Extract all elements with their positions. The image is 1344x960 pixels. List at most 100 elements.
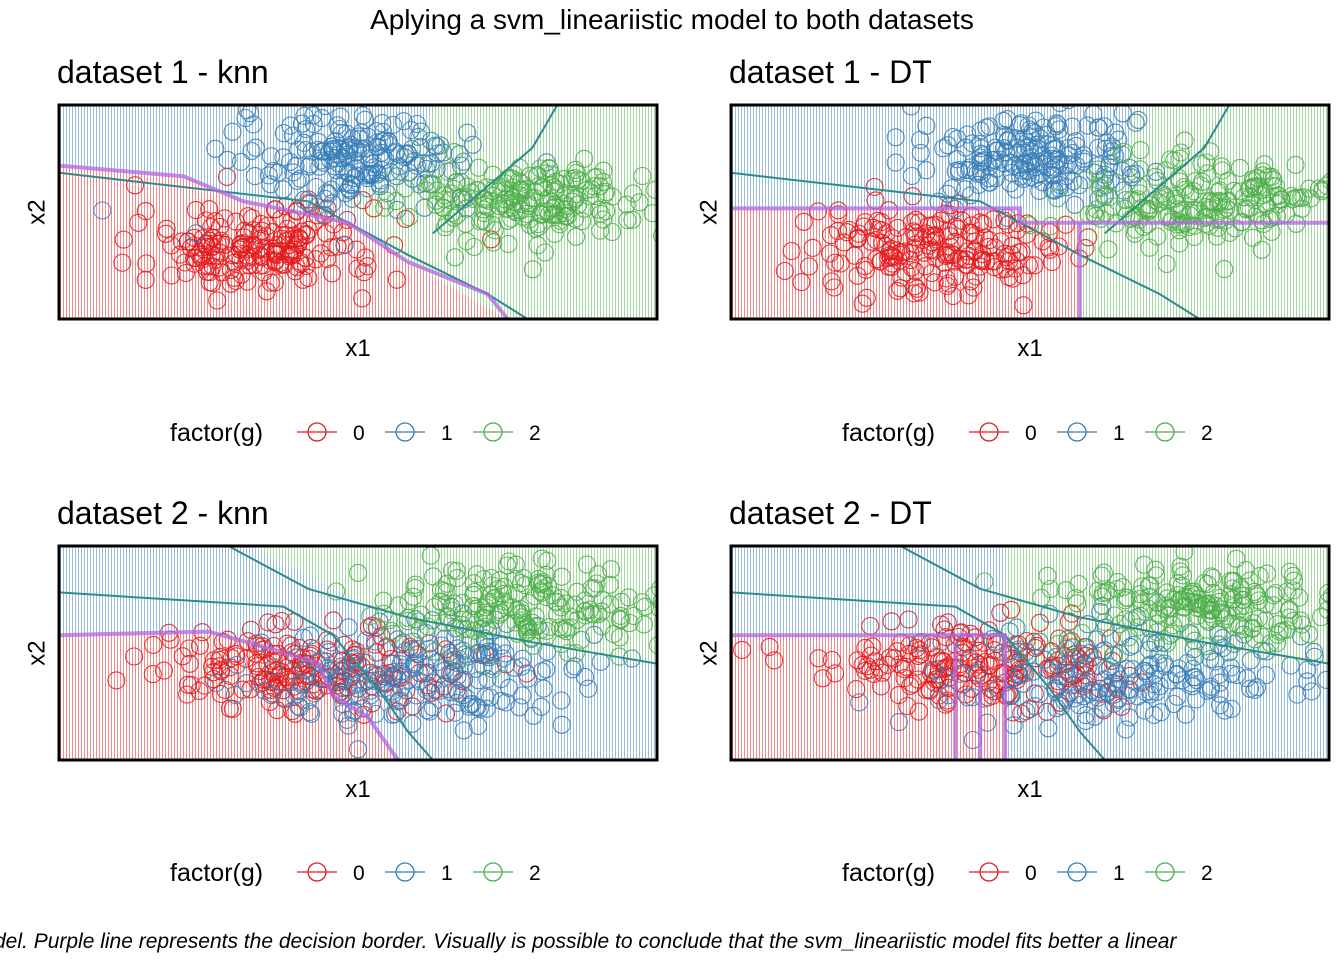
point-class-2 — [361, 607, 380, 626]
point-class-1 — [1118, 686, 1138, 705]
point-class-2 — [1223, 579, 1242, 598]
point-class-1 — [1063, 117, 1082, 136]
point-class-1 — [358, 164, 377, 183]
point-class-2 — [1264, 596, 1283, 615]
point-class-1 — [969, 175, 988, 194]
point-class-2 — [1223, 572, 1242, 591]
point-class-2 — [445, 594, 464, 613]
point-class-1 — [300, 702, 319, 722]
point-class-2 — [471, 212, 490, 231]
point-class-1 — [973, 151, 992, 170]
point-class-2 — [431, 592, 450, 611]
point-class-1 — [469, 671, 488, 690]
point-class-2 — [1339, 626, 1344, 643]
legend-key-circle — [1155, 422, 1175, 442]
point-class-2 — [1231, 616, 1250, 635]
point-class-2 — [1228, 601, 1247, 620]
point-class-1 — [975, 689, 994, 708]
point-class-1 — [1104, 694, 1123, 713]
point-class-2 — [1139, 587, 1158, 606]
point-class-2 — [545, 204, 564, 223]
series-1 — [850, 593, 1329, 750]
legend-label: 2 — [1201, 422, 1213, 445]
point-class-2 — [1209, 218, 1228, 237]
point-class-0 — [889, 686, 908, 705]
point-class-1 — [1201, 649, 1220, 669]
point-class-1 — [474, 656, 493, 676]
point-class-1 — [1074, 146, 1093, 165]
point-class-2 — [495, 190, 514, 209]
point-class-0 — [190, 636, 209, 655]
point-class-0 — [1027, 636, 1046, 655]
point-class-0 — [1002, 245, 1021, 264]
point-class-2 — [349, 563, 368, 582]
point-class-2 — [1244, 614, 1263, 633]
decision-region-class-2 — [1010, 105, 1329, 319]
point-class-2 — [1280, 562, 1299, 581]
point-class-1 — [1039, 719, 1058, 738]
point-class-2 — [645, 586, 657, 605]
point-class-1 — [1074, 105, 1082, 106]
point-class-1 — [1022, 152, 1041, 171]
point-class-2 — [1020, 216, 1039, 235]
point-class-0 — [926, 226, 945, 245]
point-class-0 — [235, 221, 254, 240]
point-class-0 — [822, 650, 841, 670]
point-class-1 — [366, 632, 385, 651]
point-class-1 — [675, 698, 692, 715]
point-class-0 — [922, 638, 941, 657]
point-class-1 — [364, 671, 383, 690]
point-class-1 — [360, 149, 379, 168]
point-class-0 — [775, 261, 794, 281]
point-class-2 — [633, 166, 652, 186]
point-class-1 — [1051, 667, 1070, 686]
point-class-1 — [1055, 156, 1074, 175]
point-class-1 — [513, 649, 532, 668]
point-class-0 — [210, 651, 229, 670]
point-class-2 — [1252, 211, 1272, 230]
point-class-0 — [1002, 600, 1021, 619]
point-class-0 — [822, 272, 841, 291]
point-class-0 — [390, 691, 409, 710]
point-class-2 — [396, 179, 415, 198]
point-class-2 — [1174, 597, 1193, 616]
point-class-1 — [350, 162, 369, 181]
point-class-2 — [1172, 201, 1191, 220]
point-class-2 — [425, 642, 444, 661]
point-class-1 — [1044, 180, 1064, 199]
point-class-2 — [1311, 608, 1329, 627]
point-class-1 — [917, 161, 936, 180]
legend-label: 0 — [1025, 862, 1037, 885]
legend-key-circle — [395, 862, 415, 882]
point-class-1 — [1026, 111, 1045, 130]
point-class-1 — [1227, 665, 1246, 685]
point-class-2 — [533, 177, 552, 197]
point-class-0 — [991, 232, 1010, 251]
point-class-2 — [467, 565, 486, 584]
point-class-1 — [1047, 114, 1066, 133]
point-class-2 — [1148, 227, 1167, 246]
point-class-2 — [1093, 587, 1112, 606]
point-class-0 — [959, 246, 978, 265]
point-class-2 — [1299, 625, 1319, 644]
point-class-1 — [288, 684, 307, 704]
point-class-1 — [1008, 143, 1027, 162]
point-class-1 — [1176, 705, 1195, 724]
point-class-0 — [237, 246, 257, 265]
point-class-1 — [986, 141, 1005, 160]
point-class-2 — [525, 617, 544, 636]
point-class-1 — [938, 136, 957, 155]
point-class-2 — [435, 190, 454, 209]
point-class-2 — [1175, 546, 1194, 561]
point-class-0 — [949, 249, 968, 268]
point-class-1 — [245, 167, 264, 186]
point-class-2 — [1170, 172, 1189, 191]
point-class-2 — [399, 592, 418, 611]
point-class-1 — [366, 84, 383, 101]
svm-boundary-line — [227, 546, 657, 665]
point-class-2 — [1069, 574, 1088, 593]
point-class-2 — [575, 149, 594, 168]
svm-boundary-line — [432, 105, 559, 235]
point-class-2 — [539, 159, 559, 178]
point-class-1 — [1042, 160, 1061, 179]
